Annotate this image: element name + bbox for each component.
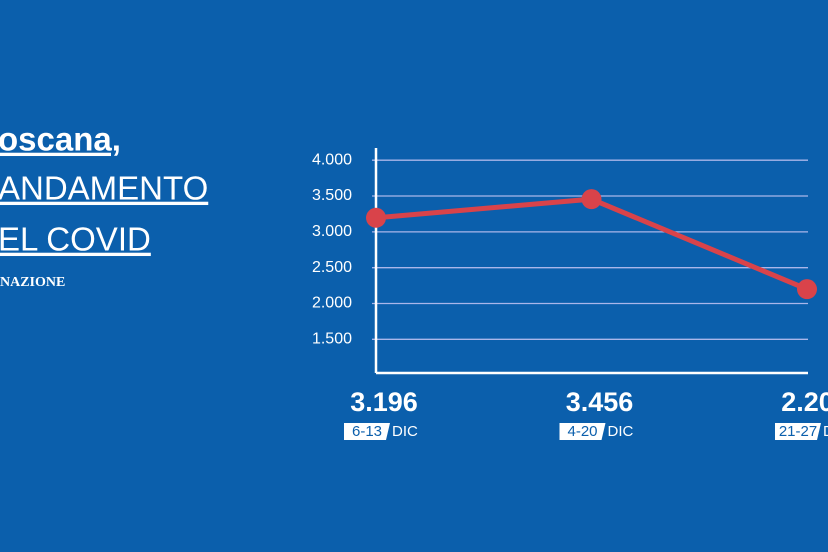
month-label: DIC (823, 423, 828, 440)
x-tick-label: 6-13 (352, 423, 382, 440)
value-label: 3.196 (350, 387, 418, 417)
y-tick-label: 2.000 (312, 295, 352, 312)
y-tick-label: 2.500 (312, 259, 352, 276)
month-label: DIC (608, 423, 634, 440)
y-tick-label: 3.500 (312, 187, 352, 204)
data-point (797, 279, 817, 300)
y-tick-label: 3.000 (312, 223, 352, 240)
value-label: 3.456 (566, 387, 634, 417)
data-point (366, 207, 386, 228)
y-tick-label: 4.000 (312, 151, 352, 168)
y-tick-label: 1.500 (312, 331, 352, 348)
month-label: DIC (392, 423, 418, 440)
category-label: 4-20 DIC (559, 423, 634, 440)
category-box (344, 423, 390, 440)
title-line: EL COVID (0, 221, 151, 258)
source: NAZIONE (0, 275, 65, 290)
title-line: ANDAMENTO (0, 170, 208, 207)
category-box (559, 423, 606, 440)
x-tick-label: 4-20 (567, 423, 597, 440)
data-point (581, 189, 602, 210)
x-tick-label: 21-27 (779, 423, 817, 440)
value-label: 2.200 (781, 387, 828, 417)
category-label: 6-13 DIC (344, 423, 418, 440)
title-line: oscana, (0, 121, 121, 158)
category-label: 21-27 DIC (775, 423, 828, 440)
category-box (775, 423, 821, 440)
